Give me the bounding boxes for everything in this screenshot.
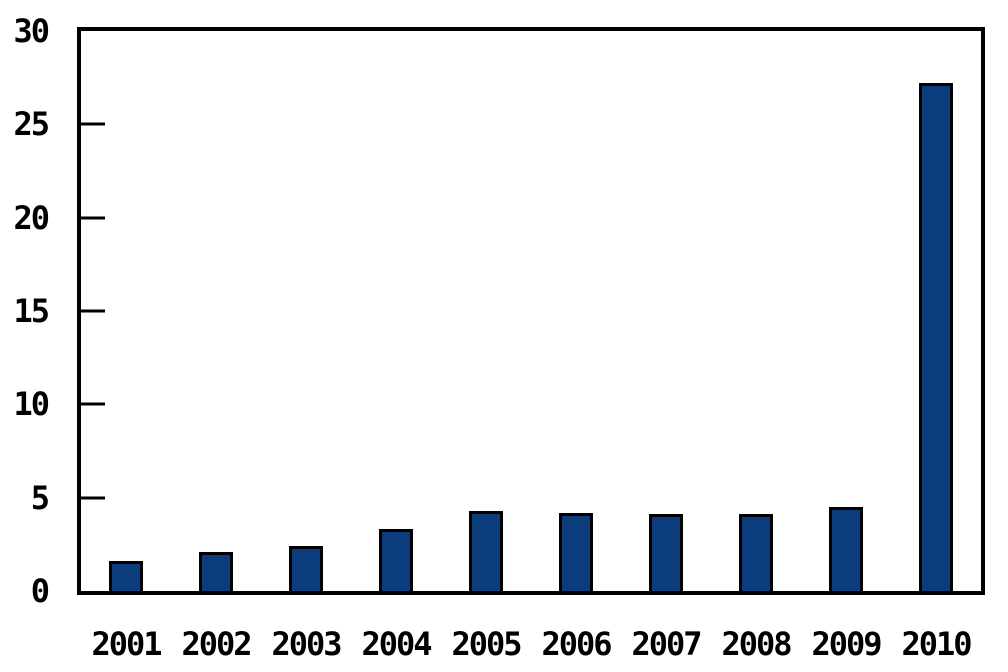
y-axis-tick-label: 0 (30, 572, 50, 610)
bar-2009 (829, 507, 863, 591)
x-axis-tick-label-2009: 2009 (811, 625, 882, 663)
x-axis-tick-label-2002: 2002 (181, 625, 252, 663)
y-axis-tick (81, 216, 105, 220)
bar-2010 (919, 83, 953, 591)
x-axis-tick-label-2001: 2001 (91, 625, 162, 663)
x-axis-tick-label-2007: 2007 (631, 625, 702, 663)
x-axis-tick-label-2005: 2005 (451, 625, 522, 663)
x-axis-tick-label-2004: 2004 (361, 625, 432, 663)
bar-2004 (379, 529, 413, 591)
y-axis-tick-label: 30 (13, 12, 50, 50)
y-axis-tick (81, 496, 105, 500)
x-axis-tick-label-2006: 2006 (541, 625, 612, 663)
x-axis-tick-label-2003: 2003 (271, 625, 342, 663)
y-axis-tick-label: 15 (13, 292, 50, 330)
y-axis-tick (81, 122, 105, 126)
bar-2006 (559, 513, 593, 591)
bar-2007 (649, 514, 683, 591)
y-axis-tick-label: 25 (13, 105, 50, 144)
y-axis-tick-label: 5 (30, 478, 50, 517)
plot-area (77, 27, 985, 595)
bar-2002 (199, 552, 233, 591)
bar-2008 (739, 514, 773, 591)
y-axis-tick-label: 20 (13, 198, 50, 237)
x-axis-tick-label-2010: 2010 (901, 625, 972, 663)
y-axis-tick-label: 10 (13, 385, 50, 424)
y-axis-tick (81, 309, 105, 313)
bar-2005 (469, 511, 503, 591)
bar-2001 (109, 561, 143, 591)
bar-2003 (289, 546, 323, 591)
y-axis-tick (81, 402, 105, 406)
x-axis-tick-label-2008: 2008 (721, 625, 792, 663)
